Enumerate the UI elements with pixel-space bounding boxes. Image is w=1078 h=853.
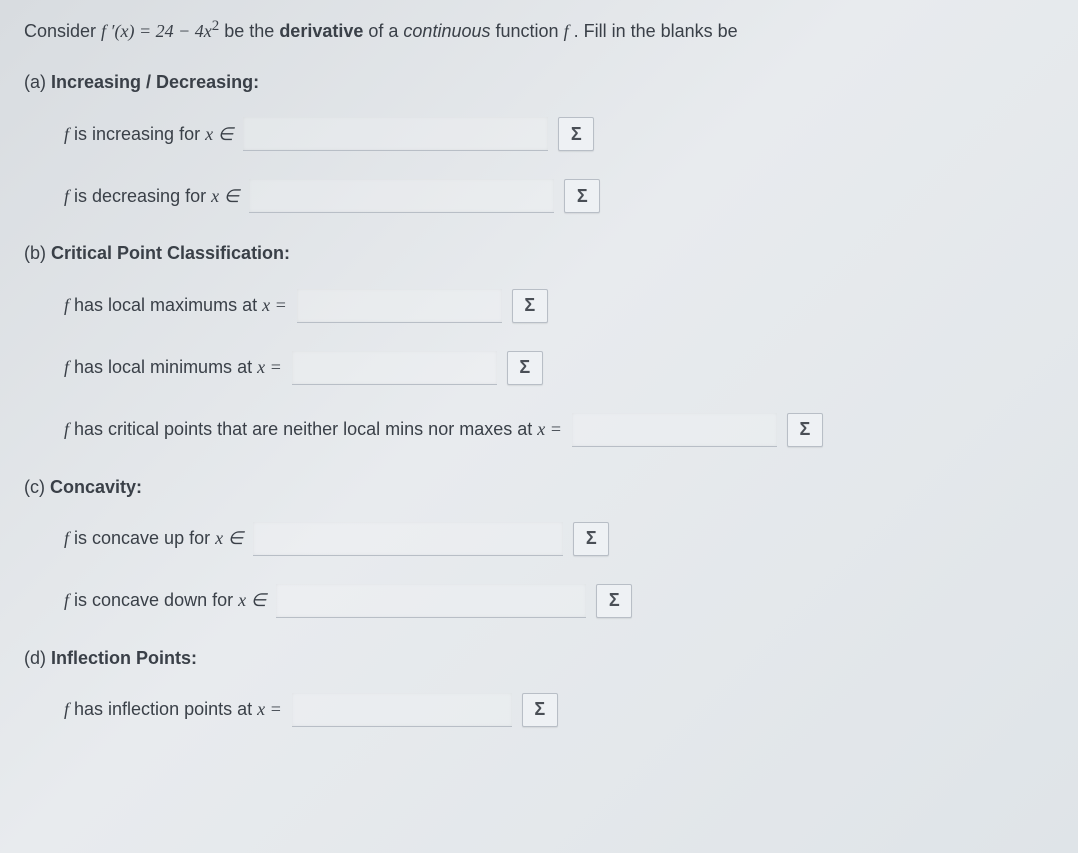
sigma-button-local-min[interactable]: Σ [507,351,543,385]
section-a-paren: (a) [24,72,51,92]
x-in-symbol: x ∈ [238,590,266,610]
row-critical-neither-text: f has critical points that are neither l… [64,417,562,442]
row-concave-down-text: f is concave down for x ∈ [64,588,266,613]
row-local-max: f has local maximums at x = Σ [64,289,1054,323]
x-eq-symbol: x = [537,419,562,439]
row-local-max-text: f has local maximums at x = [64,293,287,318]
row-decreasing-text: f is decreasing for x ∈ [64,184,239,209]
sigma-button-local-max[interactable]: Σ [512,289,548,323]
sigma-button-decreasing[interactable]: Σ [564,179,600,213]
intro-prefix: Consider [24,21,101,41]
x-in-symbol: x ∈ [205,124,233,144]
row-decreasing-label: is decreasing for [69,186,211,206]
section-b-title: Critical Point Classification: [51,243,290,263]
row-increasing: f is increasing for x ∈ Σ [64,117,1054,151]
intro-suffix: . Fill in the blanks be [574,21,738,41]
decreasing-input[interactable] [249,179,554,213]
section-b-label: (b) Critical Point Classification: [24,241,1054,266]
sigma-button-concave-down[interactable]: Σ [596,584,632,618]
row-inflection: f has inflection points at x = Σ [64,693,1054,727]
row-local-min-label: has local minimums at [69,357,257,377]
row-critical-neither: f has critical points that are neither l… [64,413,1054,447]
intro-exp: 2 [212,18,220,34]
row-concave-up: f is concave up for x ∈ Σ [64,522,1054,556]
critical-neither-input[interactable] [572,413,777,447]
intro-fprime: f ′(x) = 24 − 4x [101,21,212,41]
concave-down-input[interactable] [276,584,586,618]
section-c-paren: (c) [24,477,50,497]
row-decreasing: f is decreasing for x ∈ Σ [64,179,1054,213]
row-concave-down-label: is concave down for [69,590,238,610]
x-eq-symbol: x = [257,699,282,719]
section-d-label: (d) Inflection Points: [24,646,1054,671]
local-min-input[interactable] [292,351,497,385]
sigma-button-increasing[interactable]: Σ [558,117,594,151]
problem-intro: Consider f ′(x) = 24 − 4x2 be the deriva… [24,16,1054,44]
x-eq-symbol: x = [257,357,282,377]
intro-continuous: continuous [403,21,490,41]
concave-up-input[interactable] [253,522,563,556]
row-inflection-label: has inflection points at [69,699,257,719]
local-max-input[interactable] [297,289,502,323]
sigma-button-inflection[interactable]: Σ [522,693,558,727]
section-b-paren: (b) [24,243,51,263]
sigma-button-critical-neither[interactable]: Σ [787,413,823,447]
intro-f: f [564,21,569,41]
inflection-input[interactable] [292,693,512,727]
sigma-button-concave-up[interactable]: Σ [573,522,609,556]
section-a-label: (a) Increasing / Decreasing: [24,70,1054,95]
intro-derivative: derivative [279,21,363,41]
row-concave-down: f is concave down for x ∈ Σ [64,584,1054,618]
row-local-min-text: f has local minimums at x = [64,355,282,380]
section-d-title: Inflection Points: [51,648,197,668]
section-c-title: Concavity: [50,477,142,497]
row-increasing-label: is increasing for [69,124,205,144]
row-increasing-text: f is increasing for x ∈ [64,122,233,147]
x-eq-symbol: x = [262,295,287,315]
row-inflection-text: f has inflection points at x = [64,697,282,722]
intro-mid: be the [224,21,279,41]
intro-mid2: of a [368,21,403,41]
intro-mid3: function [496,21,564,41]
row-concave-up-label: is concave up for [69,528,215,548]
increasing-input[interactable] [243,117,548,151]
section-a-title: Increasing / Decreasing: [51,72,259,92]
row-concave-up-text: f is concave up for x ∈ [64,526,243,551]
section-c-label: (c) Concavity: [24,475,1054,500]
row-critical-neither-label: has critical points that are neither loc… [69,419,537,439]
x-in-symbol: x ∈ [211,186,239,206]
row-local-max-label: has local maximums at [69,295,262,315]
section-d-paren: (d) [24,648,51,668]
x-in-symbol: x ∈ [215,528,243,548]
row-local-min: f has local minimums at x = Σ [64,351,1054,385]
